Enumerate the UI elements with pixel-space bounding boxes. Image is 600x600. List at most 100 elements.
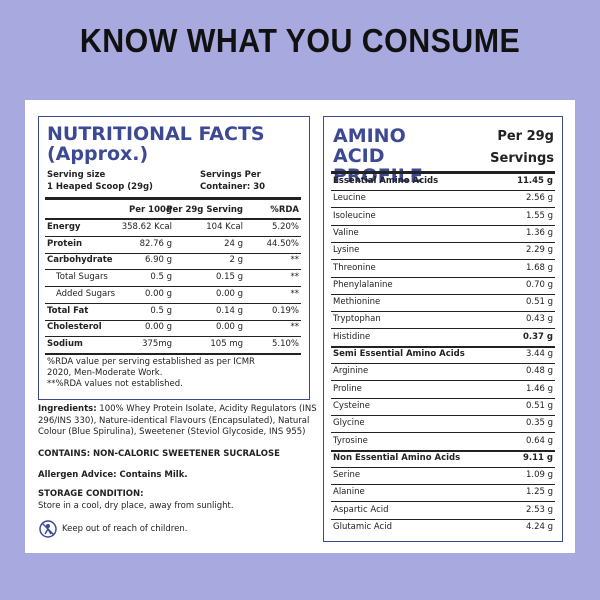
nutrient-value: **: [290, 255, 300, 266]
amino-name: Essential Amino Acids: [333, 176, 439, 186]
amino-value: 0.51 g: [525, 297, 553, 308]
nutrient-value: **: [290, 272, 300, 283]
rule: [331, 207, 555, 209]
contains: CONTAINS: NON-CALORIC SWEETENER SUCRALOS…: [38, 449, 280, 459]
nutrient-value: **: [290, 322, 300, 333]
servings: Container: 30: [200, 182, 266, 192]
rule: [45, 269, 301, 271]
amino-value: 1.36 g: [525, 227, 553, 238]
rule: [45, 197, 301, 200]
rule: [331, 345, 555, 348]
rule: [331, 276, 555, 278]
rule: [45, 236, 301, 237]
rule: [331, 363, 555, 364]
rule: [45, 302, 301, 304]
rule: [45, 352, 301, 355]
allergen: Allergen Advice: Contains Milk.: [38, 470, 188, 480]
rule: [331, 190, 555, 191]
amino-name: Histidine: [333, 331, 371, 342]
amino-value: 2.29 g: [525, 245, 553, 256]
column-header: Per 29g Serving: [166, 205, 243, 215]
amino-box: [323, 116, 563, 542]
nutrient-name: Energy: [47, 222, 81, 232]
amino-name: Semi Essential Amino Acids: [333, 349, 465, 359]
amino-name: Glutamic Acid: [333, 522, 392, 532]
amino-value: 0.37 g: [522, 331, 553, 342]
nutrient-value: 0.14 g: [215, 305, 243, 316]
amino-value: 1.55 g: [525, 210, 553, 221]
nutrient-value: 0.00 g: [215, 322, 243, 333]
nutrient-value: 44.50%: [266, 238, 299, 249]
nutrient-value: 0.00 g: [215, 288, 243, 299]
amino-value: 4.24 g: [525, 522, 553, 532]
rule: [331, 241, 555, 243]
ingredients-text: 100% Whey Protein Isolate, Acidity Regul…: [38, 404, 317, 437]
amino-name: Isoleucine: [333, 210, 376, 221]
page-title: KNOW WHAT YOU CONSUME: [79, 22, 521, 59]
rule: [331, 484, 555, 486]
rule: [331, 466, 555, 468]
amino-name: Serine: [333, 470, 361, 481]
nutrient-value: 358.62 Kcal: [121, 222, 172, 232]
child-warning-icon: [39, 520, 57, 538]
nutrient-value: 105 mg: [210, 338, 243, 349]
nutrient-value: 5.20%: [271, 222, 299, 232]
nutrition-title: NUTRITIONAL FACTS: [47, 123, 265, 145]
nutrient-value: 104 Kcal: [206, 222, 243, 232]
amino-name: Cysteine: [333, 400, 370, 411]
nutrient-value: 0.15 g: [215, 272, 243, 283]
amino-value: 3.44 g: [525, 349, 553, 359]
amino-name: Tryptophan: [333, 314, 381, 325]
nutrient-name: Cholesterol: [47, 322, 102, 333]
serving-size-label: Serving size: [47, 170, 106, 180]
label-panel: [25, 100, 575, 553]
warning: Keep out of reach of children.: [62, 524, 188, 534]
amino-value: 1.25 g: [525, 487, 553, 498]
nutrition-box: [38, 116, 310, 400]
amino-value: 1.46 g: [525, 383, 553, 394]
rule: [45, 286, 301, 288]
rule: [331, 414, 555, 416]
amino-name: Proline: [333, 383, 362, 394]
servings-label: Servings Per: [200, 170, 261, 180]
rule: [45, 319, 301, 321]
rule: [331, 449, 555, 452]
nutrient-value: 375mg: [142, 338, 172, 349]
amino-name: Leucine: [333, 193, 366, 204]
amino-value: 0.48 g: [525, 366, 553, 377]
storage-text: Store in a cool, dry place, away from su…: [38, 501, 234, 511]
amino-name: Tyrosine: [333, 435, 368, 446]
serving-size: 1 Heaped Scoop (29g): [47, 182, 153, 192]
amino-value: 0.51 g: [525, 400, 553, 411]
rule: [45, 252, 301, 254]
amino-per: Per 29g Servings: [490, 129, 554, 166]
amino-value: 0.35 g: [525, 418, 553, 429]
storage-label: STORAGE CONDITION:: [38, 489, 144, 499]
amino-value: 9.11 g: [522, 452, 553, 463]
rule: [331, 380, 555, 382]
rule: [331, 328, 555, 330]
amino-value: 2.56 g: [525, 193, 553, 204]
amino-value: 1.68 g: [525, 262, 553, 273]
rule: [331, 518, 555, 520]
nutrient-value: 24 g: [224, 238, 243, 249]
amino-value: 0.43 g: [525, 314, 553, 325]
nutrient-value: 0.00 g: [144, 322, 172, 333]
amino-name: Phenylalanine: [333, 279, 393, 290]
nutrient-value: 0.00 g: [144, 288, 172, 299]
nutrient-name: Added Sugars: [56, 288, 116, 299]
nutrient-name: Sodium: [47, 338, 83, 349]
rule: [331, 432, 555, 434]
amino-name: Arginine: [333, 366, 369, 377]
amino-value: 0.64 g: [525, 435, 553, 446]
nutrient-name: Total Sugars: [56, 272, 108, 283]
nutrient-value: 0.19%: [271, 305, 299, 316]
rule: [331, 397, 555, 399]
amino-name: Lysine: [333, 245, 360, 256]
amino-name: Glycine: [333, 418, 365, 429]
rule: [331, 224, 555, 226]
amino-value: 1.09 g: [525, 470, 553, 481]
rule: [331, 259, 555, 261]
amino-name: Methionine: [333, 297, 381, 308]
